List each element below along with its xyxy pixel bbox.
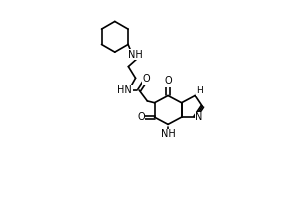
Text: O: O xyxy=(164,76,172,86)
Text: NH: NH xyxy=(128,50,143,60)
Text: HN: HN xyxy=(117,85,132,95)
Text: O: O xyxy=(142,74,150,84)
Text: N: N xyxy=(195,112,202,122)
Text: H: H xyxy=(196,86,203,95)
Text: O: O xyxy=(137,112,145,122)
Text: NH: NH xyxy=(161,129,176,139)
